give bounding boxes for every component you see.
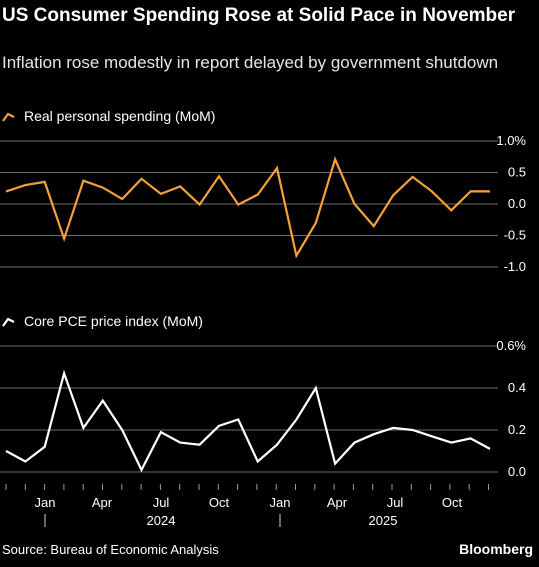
pce-ytick-label: 0.0 <box>508 464 526 479</box>
legend-pce-swatch-icon <box>2 317 15 327</box>
x-tick-label: Oct <box>442 495 463 510</box>
spending-ytick-label: 0.0 <box>508 196 526 211</box>
legend-spending-label: Real personal spending (MoM) <box>24 108 216 124</box>
spending-ytick-label: 1.0% <box>496 133 526 148</box>
legend-spending-swatch-icon <box>2 112 15 122</box>
legend-spending: Real personal spending (MoM) <box>2 108 215 124</box>
x-tick-label: Jan <box>35 495 56 510</box>
pce-ytick-label: 0.4 <box>508 380 526 395</box>
spending-ytick-label: -0.5 <box>504 228 526 243</box>
chart-subtitle: Inflation rose modestly in report delaye… <box>2 53 499 72</box>
chart-title: US Consumer Spending Rose at Solid Pace … <box>2 5 516 26</box>
brand-logo: Bloomberg <box>459 541 533 557</box>
spending-ytick-label: -1.0 <box>504 259 526 274</box>
x-tick-label: Apr <box>327 495 348 510</box>
source-note: Source: Bureau of Economic Analysis <box>2 542 219 557</box>
spending-ytick-label: 0.5 <box>508 165 526 180</box>
x-tick-label: Jul <box>387 495 404 510</box>
x-tick-label: Oct <box>209 495 230 510</box>
x-tick-label: Apr <box>92 495 113 510</box>
legend-pce-label: Core PCE price index (MoM) <box>24 313 203 329</box>
spending-series-line <box>5 156 490 259</box>
legend-pce: Core PCE price index (MoM) <box>2 313 203 329</box>
year-label: 2024 <box>147 513 176 528</box>
x-tick-label: Jan <box>270 495 291 510</box>
pce-series-line <box>5 369 491 473</box>
pce-ytick-label: 0.2 <box>508 422 526 437</box>
pce-ytick-label: 0.6% <box>496 338 526 353</box>
year-label: 2025 <box>369 513 398 528</box>
x-tick-label: Jul <box>153 495 170 510</box>
